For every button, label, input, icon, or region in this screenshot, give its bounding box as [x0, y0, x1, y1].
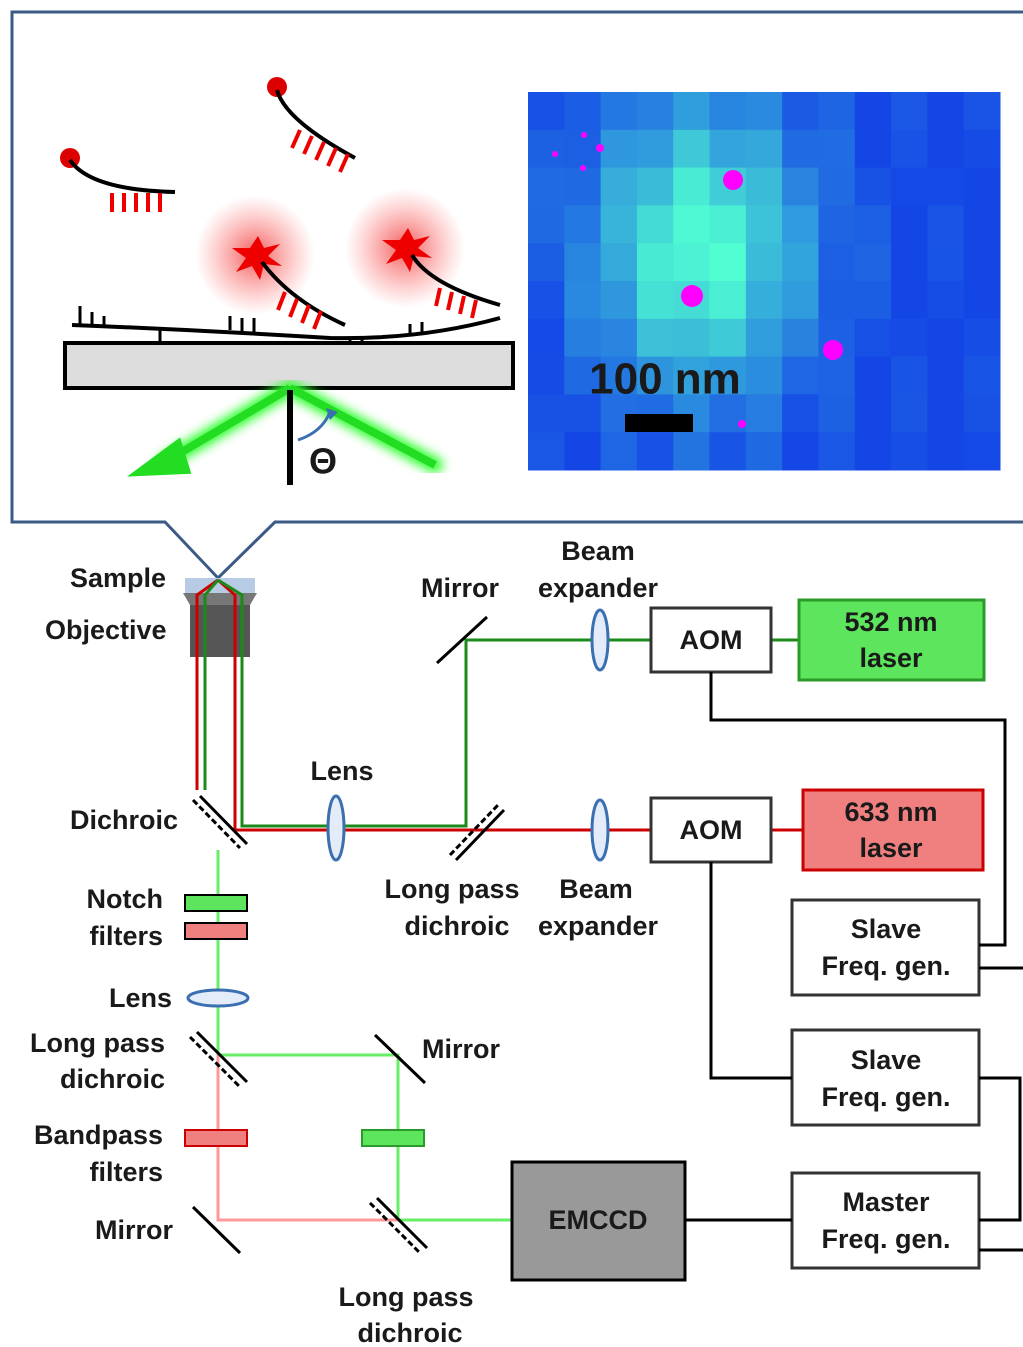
inset-illustration [60, 77, 513, 485]
label: Long pass [30, 1028, 165, 1058]
label: dichroic [60, 1064, 165, 1094]
label: dichroic [404, 911, 509, 941]
label: Mirror [421, 573, 500, 603]
label: Lens [109, 983, 172, 1013]
label: Dichroic [70, 805, 178, 835]
box-label: Freq. gen. [821, 1082, 950, 1112]
box-label: Slave [851, 914, 922, 944]
localization-image [528, 92, 1001, 471]
box-label: AOM [680, 625, 743, 655]
label: Sample [70, 563, 166, 593]
box-label: Freq. gen. [821, 951, 950, 981]
label: filters [89, 921, 163, 951]
label: dichroic [357, 1318, 462, 1347]
diagram: Θ 100 nm Sample Objective Mirror Beam ex… [0, 0, 1023, 1347]
label: Mirror [422, 1034, 501, 1064]
box-label: Freq. gen. [821, 1224, 950, 1254]
scale-bar-label: 100 nm [589, 355, 741, 404]
box-label: 633 nm [844, 797, 937, 827]
box-label: Slave [851, 1045, 922, 1075]
label: Notch [87, 884, 164, 914]
label: filters [89, 1157, 163, 1187]
label: expander [538, 573, 659, 603]
label: Beam [559, 874, 633, 904]
angle-label: Θ [309, 441, 337, 482]
label: Long pass [384, 874, 519, 904]
label: Bandpass [34, 1120, 163, 1150]
box-label: Master [842, 1187, 930, 1217]
label: Objective [45, 615, 167, 645]
label: Mirror [95, 1215, 174, 1245]
box-label: AOM [680, 815, 743, 845]
box-label: 532 nm [844, 607, 937, 637]
label: expander [538, 911, 659, 941]
label: Long pass [338, 1282, 473, 1312]
label: Lens [310, 756, 373, 786]
box-label: laser [859, 643, 923, 673]
box-label: EMCCD [549, 1205, 648, 1235]
box-label: laser [859, 833, 923, 863]
label: Beam [561, 536, 635, 566]
scale-bar [625, 414, 693, 432]
